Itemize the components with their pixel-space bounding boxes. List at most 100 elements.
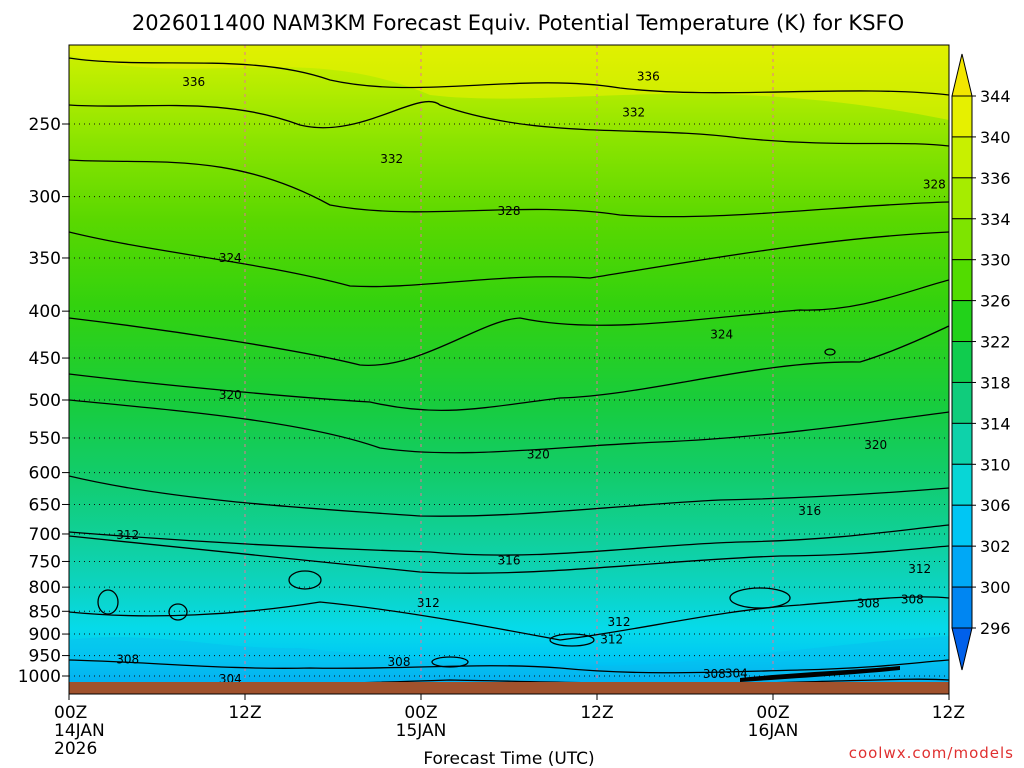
colorbar-label: 314 bbox=[980, 414, 1011, 433]
plot-frame bbox=[68, 44, 950, 695]
x-tick-date: 16JAN bbox=[748, 721, 799, 741]
colorbar-segment bbox=[951, 218, 973, 261]
colorbar-segment bbox=[951, 504, 973, 547]
contour-320 bbox=[69, 399, 949, 454]
contour-closed-cell bbox=[97, 589, 119, 615]
credit-link[interactable]: coolwx.com/models bbox=[849, 744, 1014, 762]
y-tick-label: 450 bbox=[29, 349, 61, 369]
contour-closed-cell bbox=[288, 570, 322, 590]
colorbar-label: 310 bbox=[980, 455, 1011, 474]
colorbar-label: 340 bbox=[980, 128, 1011, 147]
contour-label: 312 bbox=[608, 615, 631, 629]
contour-324 bbox=[69, 279, 949, 366]
contour-label: 316 bbox=[498, 553, 521, 567]
theta-e-field bbox=[69, 45, 949, 694]
contour-label: 320 bbox=[219, 388, 242, 402]
y-tick-label: 350 bbox=[29, 249, 61, 269]
plot-area: 336 336 332 332 328 328 324 324 320 320 320 316 316 3… bbox=[69, 45, 949, 694]
y-tick-label: 950 bbox=[29, 647, 61, 667]
contour-closed-cell bbox=[824, 348, 836, 356]
contour-label: 336 bbox=[182, 75, 205, 89]
contour-332 bbox=[69, 100, 949, 147]
contour-label: 312 bbox=[600, 632, 623, 646]
y-tick-label: 900 bbox=[29, 625, 61, 645]
y-tick-label: 400 bbox=[29, 302, 61, 322]
colorbar-label: 306 bbox=[980, 496, 1011, 515]
colorbar-segment bbox=[951, 177, 973, 220]
low-level-cool-region bbox=[69, 636, 949, 694]
colorbar-label: 318 bbox=[980, 373, 1011, 392]
y-tick-label: 700 bbox=[29, 525, 61, 545]
contour-label: 332 bbox=[622, 106, 645, 120]
x-tick-label: 12Z bbox=[932, 703, 965, 723]
contour-328-lower bbox=[69, 231, 949, 288]
contour-label: 328 bbox=[498, 204, 521, 218]
y-tick-label: 650 bbox=[29, 495, 61, 515]
contour-316 bbox=[69, 524, 949, 556]
contour-308 bbox=[69, 659, 949, 674]
contour-label: 324 bbox=[219, 251, 242, 265]
contour-labels: 336 336 332 332 328 328 324 324 320 320 320 316 316 3… bbox=[116, 70, 946, 686]
x-tick-label: 00Z bbox=[756, 703, 789, 723]
colorbar-label: 326 bbox=[980, 292, 1011, 311]
contour-label: 320 bbox=[527, 447, 550, 461]
colorbar-segment bbox=[951, 136, 973, 179]
colorbar-segment bbox=[951, 341, 973, 383]
y-tick-label: 300 bbox=[29, 188, 61, 208]
x-tick-date: 15JAN bbox=[396, 721, 447, 741]
chart-title: 2026011400 NAM3KM Forecast Equiv. Potent… bbox=[132, 11, 904, 35]
y-axis: 250 300 350 400 450 500 550 600 650 700 750 800 850 9… bbox=[18, 115, 69, 687]
terrain-surface bbox=[69, 682, 949, 694]
colorbar: 344 340 336 334 330 326 322 318 314 310 306 302 300 2… bbox=[951, 53, 1011, 671]
x-tick-year: 2026 bbox=[54, 739, 97, 759]
colorbar-bottom-arrow bbox=[951, 627, 973, 671]
contour-closed-cell bbox=[431, 656, 469, 668]
contour-320-lower bbox=[69, 475, 949, 517]
colorbar-segment bbox=[951, 545, 973, 588]
contour-closed-cell bbox=[168, 603, 188, 621]
colorbar-top-arrow bbox=[951, 53, 973, 97]
colorbar-segment bbox=[951, 300, 973, 343]
contour-label: 304 bbox=[725, 667, 748, 681]
contour-closed-cell bbox=[549, 633, 595, 647]
colorbar-label: 300 bbox=[980, 578, 1011, 597]
x-tick-label: 00Z bbox=[404, 703, 437, 723]
contour-label: 308 bbox=[901, 592, 924, 606]
contour-label: 336 bbox=[637, 70, 660, 84]
colorbar-segment bbox=[951, 586, 973, 629]
colorbar-segment bbox=[951, 463, 973, 506]
y-tick-label: 600 bbox=[29, 464, 61, 484]
y-tick-label: 250 bbox=[29, 115, 61, 135]
colorbar-segment bbox=[951, 422, 973, 465]
colorbar-label: 330 bbox=[980, 251, 1011, 270]
colorbar-label: 334 bbox=[980, 210, 1011, 229]
contour-label: 312 bbox=[417, 596, 440, 610]
colorbar-segment bbox=[951, 381, 973, 424]
grid-lines bbox=[69, 45, 949, 694]
contour-label: 320 bbox=[864, 438, 887, 452]
x-tick-label: 00Z bbox=[54, 703, 87, 723]
contour-label: 332 bbox=[380, 152, 403, 166]
colorbar-label: 344 bbox=[980, 87, 1011, 106]
y-tick-label: 1000 bbox=[18, 667, 61, 687]
x-axis-title: Forecast Time (UTC) bbox=[423, 749, 594, 768]
contour-label: 308 bbox=[116, 652, 139, 666]
contour-label: 308 bbox=[703, 667, 726, 681]
contour-label: 316 bbox=[798, 504, 821, 518]
colorbar-label: 302 bbox=[980, 537, 1011, 556]
contour-closed-cell bbox=[729, 587, 791, 609]
upper-warm-region bbox=[69, 45, 949, 120]
contour-label: 312 bbox=[908, 562, 931, 576]
y-tick-label: 800 bbox=[29, 578, 61, 598]
y-tick-label: 850 bbox=[29, 602, 61, 622]
contour-label: 308 bbox=[388, 655, 411, 669]
contour-328 bbox=[69, 159, 949, 218]
contour-label: 308 bbox=[857, 597, 880, 611]
colorbar-segment bbox=[951, 259, 973, 302]
contour-324-lower bbox=[69, 325, 949, 412]
contour-label: 324 bbox=[710, 327, 733, 341]
contour-label: 312 bbox=[116, 528, 139, 542]
contour-336-upper bbox=[69, 57, 949, 96]
